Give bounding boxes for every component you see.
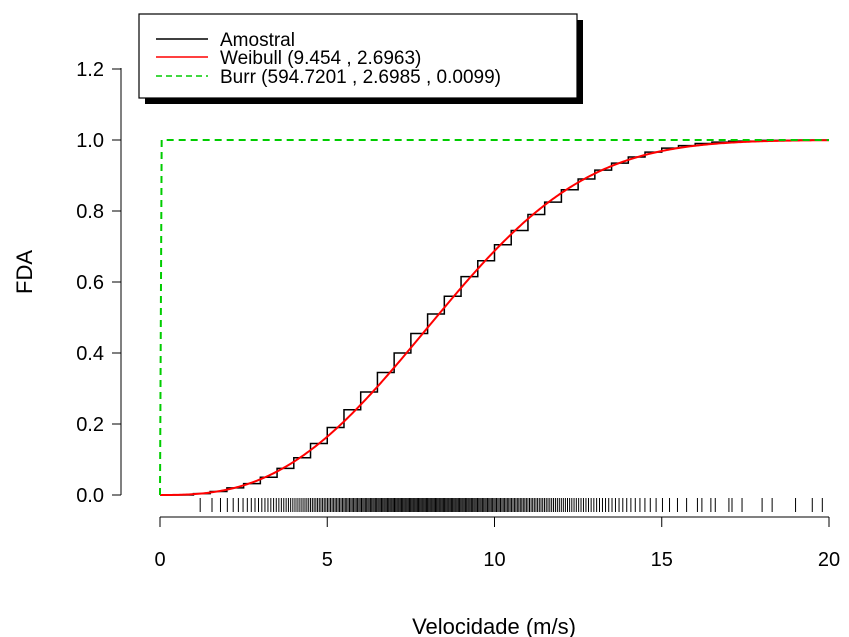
series-weibull [160,140,829,495]
legend-label-burr: Burr (594.7201 , 2.6985 , 0.0099) [220,67,501,88]
x-axis-label: Velocidade (m/s) [412,614,576,637]
axes [121,68,829,517]
y-axis-label: FDA [12,250,37,294]
y-tick-label: 0.0 [76,485,104,507]
x-tick-label: 0 [154,549,165,571]
legend-label-weibull: Weibull (9.454 , 2.6963) [220,48,421,69]
x-tick-label: 10 [483,549,505,571]
y-tick-label: 1.0 [76,130,104,152]
y-tick-label: 1.2 [76,59,104,81]
y-tick-label: 0.6 [76,272,104,294]
series-lines [160,140,829,495]
legend: Amostral Weibull (9.454 , 2.6963) Burr (… [139,14,583,104]
x-tick-label: 5 [322,549,333,571]
x-tick-label: 15 [651,549,673,571]
series-amostral [160,140,829,495]
x-tick-label: 20 [818,549,840,571]
y-tick-label: 0.2 [76,414,104,436]
y-tick-label: 0.8 [76,201,104,223]
x-ticks: 0 5 10 15 20 [154,517,840,571]
y-ticks: 0.0 0.2 0.4 0.6 0.8 1.0 1.2 [76,59,121,507]
rug-marks [200,498,822,512]
series-burr [160,140,829,495]
y-tick-label: 0.4 [76,343,104,365]
